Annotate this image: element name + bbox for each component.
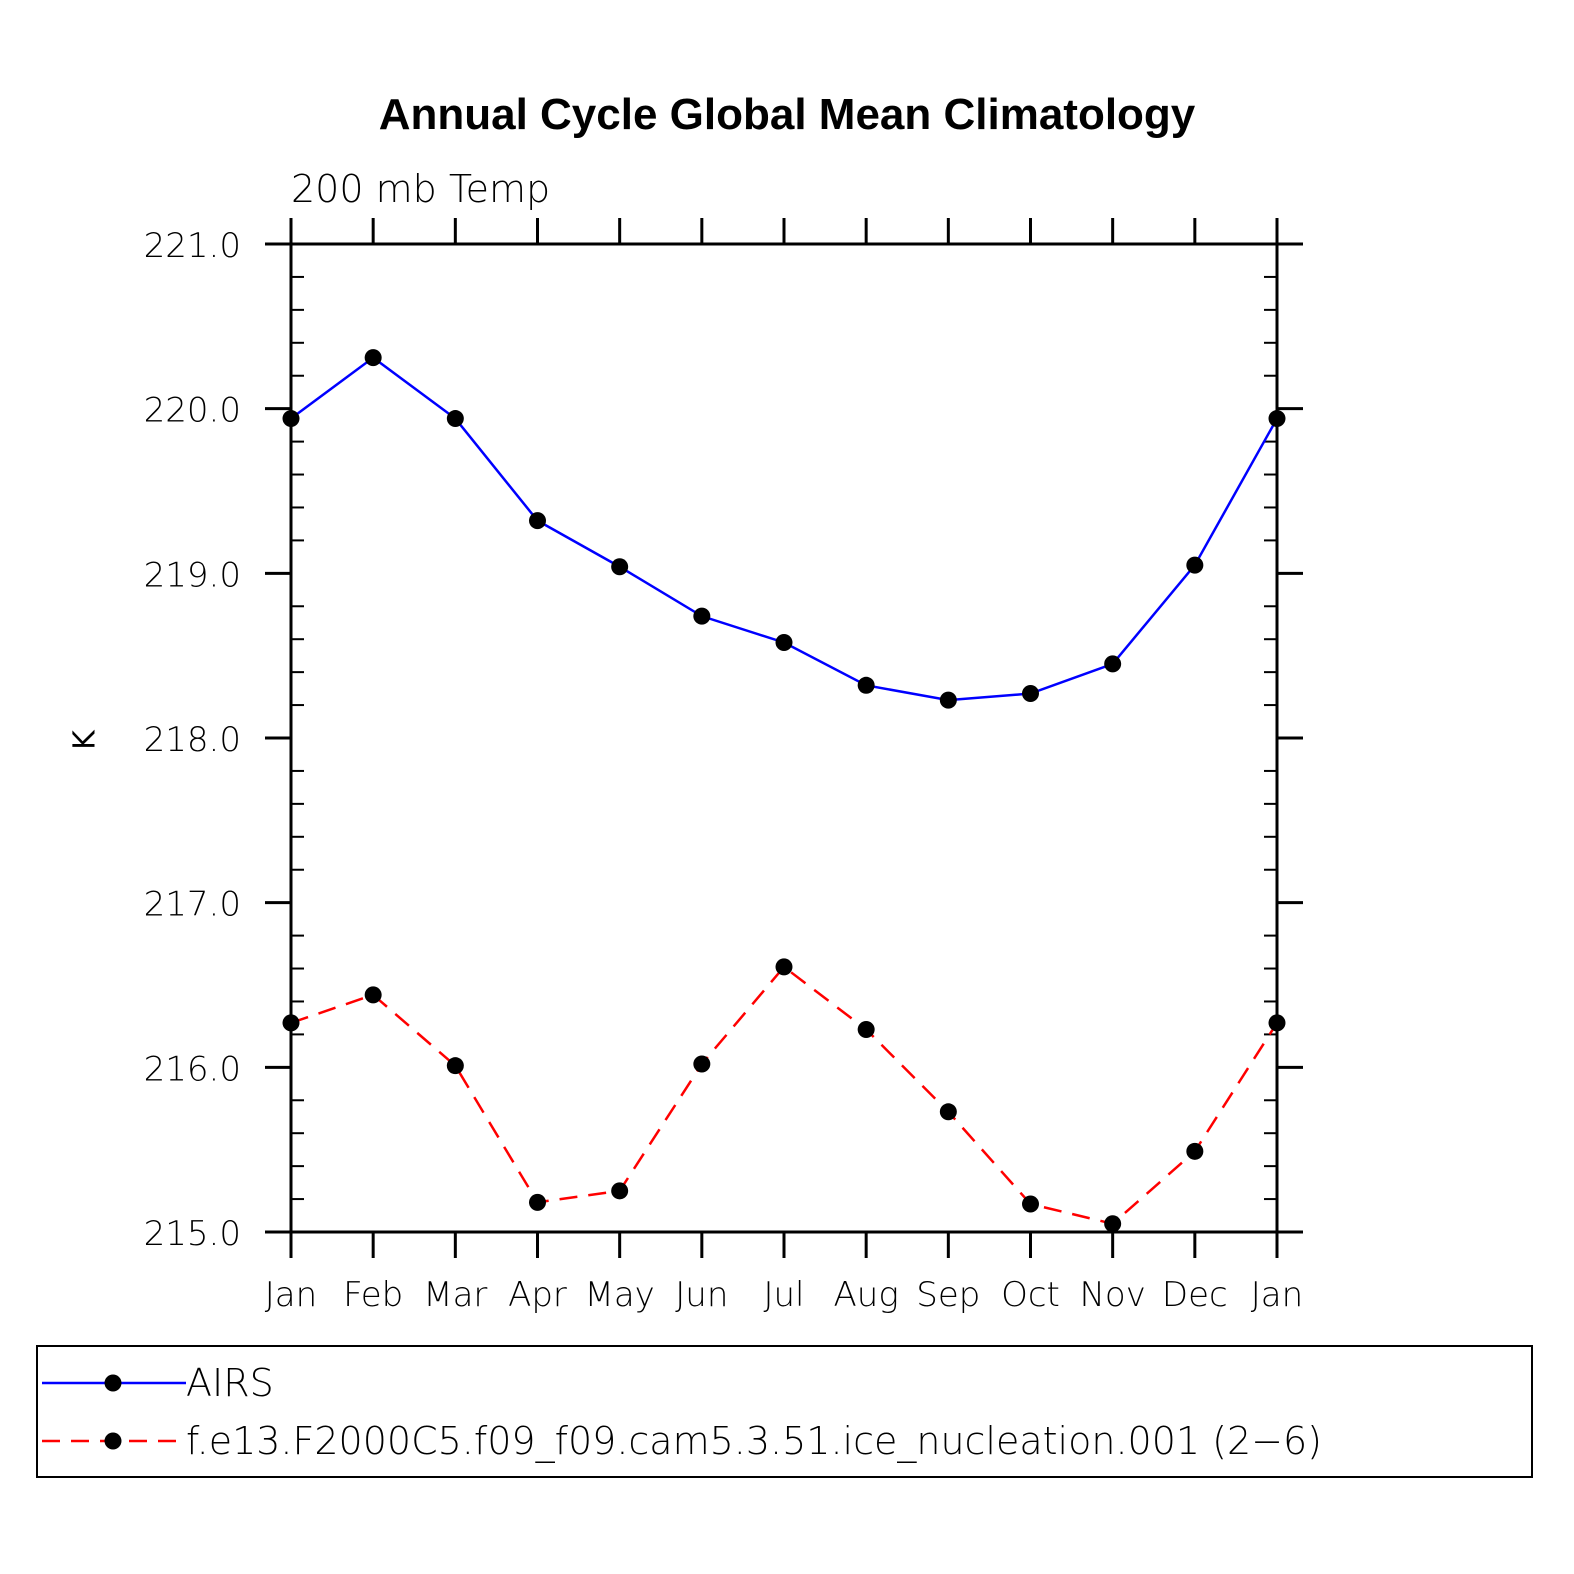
legend-label-2: f.e13.F2000C5.f09_f09.cam5.3.51.ice_nucl…	[186, 1419, 1322, 1464]
y-tick-label: 215.0	[144, 1214, 241, 1254]
series-1-point	[693, 607, 711, 625]
series-2-point	[693, 1055, 711, 1073]
series-1-point	[282, 410, 300, 428]
chart-title: Annual Cycle Global Mean Climatology	[379, 90, 1196, 139]
series-2-point	[857, 1020, 875, 1038]
series-1-point	[939, 691, 957, 709]
series-1-point	[857, 676, 875, 694]
x-tick-label: May	[585, 1275, 655, 1315]
series-1-point	[775, 633, 793, 651]
x-tick-label: Aug	[834, 1275, 899, 1315]
y-tick-label: 218.0	[144, 720, 241, 760]
legend: AIRS f.e13.F2000C5.f09_f09.cam5.3.51.ice_…	[36, 1345, 1533, 1478]
y-tick-label: 219.0	[144, 555, 241, 595]
x-tick-label: Jan	[265, 1275, 317, 1315]
series-1-point	[446, 410, 464, 428]
series-2-point	[1186, 1142, 1204, 1160]
x-tick-label: Sep	[916, 1275, 980, 1315]
series-1-point	[1104, 655, 1122, 673]
x-tick-label: Dec	[1162, 1275, 1228, 1315]
series-layer	[282, 349, 1286, 1233]
plot-frame	[289, 242, 1279, 1234]
series-1-point	[1268, 410, 1286, 428]
series-2-point	[529, 1193, 546, 1211]
y-axis-label: K	[68, 729, 103, 750]
series-2-point	[446, 1057, 464, 1075]
axes: 215.0 216.0 217.0 218.0 219.0 220.0 221.0 Jan Fe…	[144, 218, 1303, 1315]
legend-box	[36, 1345, 1533, 1478]
series-2-point	[364, 986, 382, 1004]
x-tick-label: Jul	[763, 1275, 804, 1315]
y-tick-label: 217.0	[144, 885, 241, 925]
series-2-point	[1104, 1215, 1122, 1233]
series-1-point	[364, 349, 382, 367]
legend-label-1: AIRS	[186, 1361, 274, 1405]
x-tick-label: Nov	[1079, 1275, 1145, 1315]
x-tick-label: Jan	[1251, 1275, 1303, 1315]
y-tick-label: 216.0	[144, 1049, 241, 1089]
x-tick-label: Mar	[423, 1275, 487, 1315]
x-tick-label: Oct	[1001, 1275, 1060, 1315]
series-2-point	[939, 1103, 957, 1121]
series-line-2	[290, 965, 1279, 1226]
legend-marker-1	[104, 1374, 122, 1392]
series-2-point	[1268, 1014, 1286, 1032]
series-2-point	[1022, 1195, 1039, 1213]
series-1-point	[611, 558, 629, 576]
series-2-point	[282, 1014, 300, 1032]
y-tick-label: 220.0	[144, 391, 241, 431]
x-tick-label: Apr	[508, 1275, 567, 1315]
series-2-point	[611, 1182, 629, 1200]
x-tick-label: Feb	[343, 1275, 403, 1315]
legend-marker-2	[104, 1432, 122, 1450]
series-2-point	[775, 958, 793, 976]
y-tick-label: 221.0	[144, 226, 241, 266]
series-1-point	[1022, 685, 1039, 703]
chart-subtitle: 200 mb Temp	[291, 167, 550, 211]
series-1-point	[1186, 556, 1204, 574]
x-tick-label: Jun	[675, 1275, 728, 1315]
series-1-point	[529, 512, 546, 530]
